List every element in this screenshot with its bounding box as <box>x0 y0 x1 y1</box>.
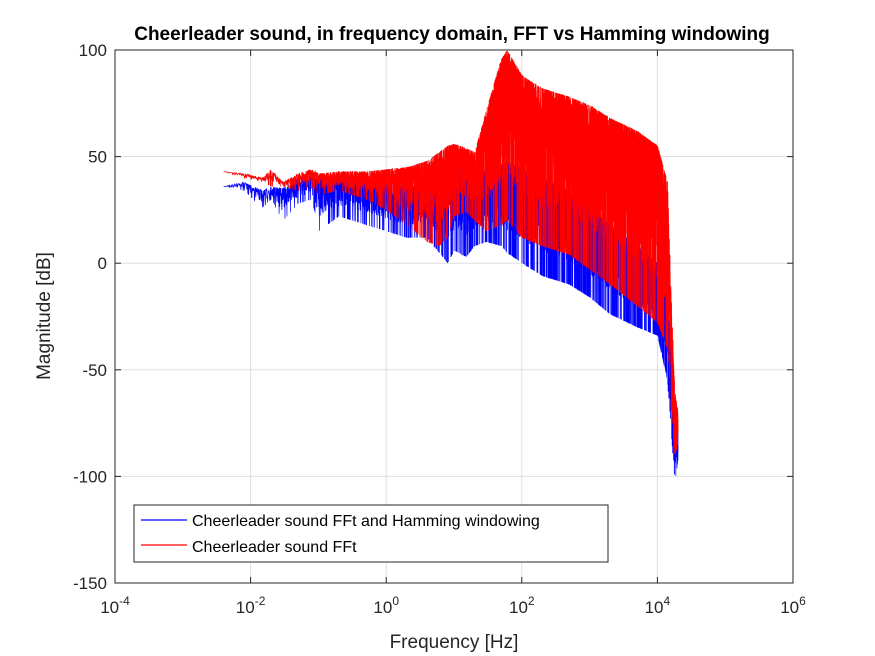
x-tick-label: 10-2 <box>236 594 266 617</box>
series-line-fft <box>223 50 679 455</box>
legend: Cheerleader sound FFt and Hamming window… <box>133 504 609 563</box>
x-tick-label: 10-4 <box>100 594 130 617</box>
x-tick-label: 102 <box>509 594 535 617</box>
grid <box>114 49 794 584</box>
legend-label-hamming: Cheerleader sound FFt and Hamming window… <box>192 513 540 530</box>
x-tick-label: 104 <box>645 594 671 617</box>
y-tick-label: -50 <box>82 361 107 380</box>
y-tick-label: 50 <box>88 148 107 167</box>
y-tick-label: -100 <box>73 467 107 486</box>
plot-frame <box>114 49 794 584</box>
y-tick-label: 100 <box>79 41 107 60</box>
y-tick-label: -150 <box>73 574 107 593</box>
y-tick-label: 0 <box>98 254 107 273</box>
ticks <box>114 49 794 584</box>
chart-title: Cheerleader sound, in frequency domain, … <box>134 24 770 45</box>
tick-labels: 10-4 10-2 100 102 104 106 100 50 0 -50 -100 -150 <box>73 41 806 617</box>
x-tick-label: 100 <box>373 594 399 617</box>
series-layer <box>223 50 679 476</box>
x-axis-label: Frequency [Hz] <box>390 632 519 653</box>
legend-label-fft: Cheerleader sound FFt <box>192 539 357 556</box>
y-axis-label: Magnitude [dB] <box>34 252 55 380</box>
x-tick-label: 106 <box>780 594 806 617</box>
plot-area <box>115 50 793 583</box>
legend-box <box>133 504 609 563</box>
